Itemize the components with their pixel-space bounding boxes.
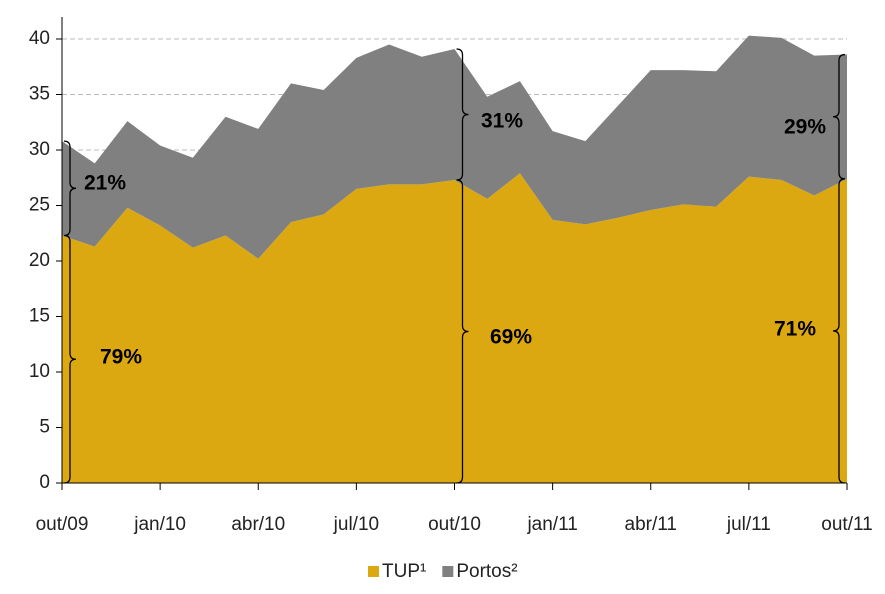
y-tick-label: 25 [29,195,50,216]
x-tick-label: jan/11 [526,514,577,535]
area [62,173,847,483]
x-tick-label: out/09 [36,514,89,535]
y-tick-label: 35 [29,84,50,105]
annotation: 31% [481,110,523,133]
annotation: 21% [84,172,126,195]
brace [456,48,469,181]
x-tick-label: jul/11 [726,514,771,535]
brace [63,234,77,484]
y-tick-label: 5 [39,417,50,438]
brace [832,178,846,484]
legend-swatch [442,566,454,577]
x-tick-label: abr/10 [231,514,285,535]
annotation: 71% [774,318,816,341]
x-tick-label: out/10 [428,514,481,535]
x-tick-label: jul/10 [333,514,379,535]
x-tick-label: abr/11 [625,514,677,535]
brace [63,140,77,237]
y-tick-label: 10 [29,361,50,382]
area [62,35,847,259]
annotation: 29% [784,116,826,139]
y-tick-label: 40 [29,28,50,49]
brace [832,53,846,180]
legend-label: TUP¹ [382,561,426,582]
legend-swatch [368,566,379,577]
y-tick-label: 30 [29,139,50,160]
x-tick-label: jan/10 [133,514,186,535]
annotation: 79% [100,346,142,369]
annotation: 69% [490,326,532,349]
y-tick-label: 20 [29,250,50,271]
legend-label: Portos² [456,561,517,582]
y-tick-label: 15 [29,306,50,327]
brace [456,179,469,484]
y-tick-label: 0 [39,472,50,493]
x-tick-label: out/11 [821,514,872,535]
